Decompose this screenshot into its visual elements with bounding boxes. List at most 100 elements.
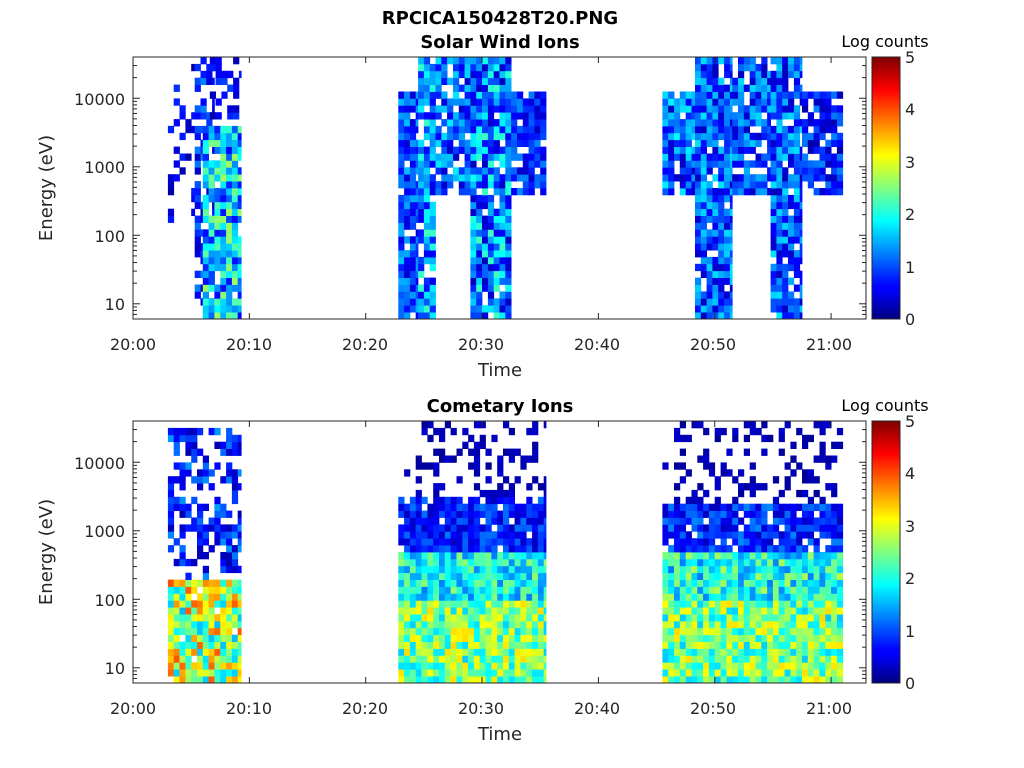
spectrogram-cell [497, 524, 504, 532]
spectrogram-cell [503, 531, 510, 539]
spectrogram-cell [793, 229, 801, 237]
spectrogram-cell [532, 421, 539, 429]
spectrogram-cell [456, 545, 463, 553]
spectrogram-cell [191, 669, 198, 677]
spectrogram-cell [439, 538, 446, 546]
spectrogram-cell [831, 600, 838, 608]
spectrogram-cell [767, 524, 774, 532]
spectrogram-cell [464, 181, 471, 189]
spectrogram-cell [173, 476, 180, 484]
spectrogram-cell [464, 153, 471, 161]
spectrogram-cell [668, 634, 675, 642]
spectrogram-cell [473, 634, 481, 642]
spectrogram-cell [695, 305, 702, 313]
spectrogram-cell [700, 270, 707, 278]
spectrogram-cell [788, 194, 795, 203]
spectrogram-cell [825, 593, 832, 601]
spectrogram-cell [450, 510, 457, 518]
spectrogram-cell [482, 222, 489, 230]
spectrogram-cell [231, 648, 239, 656]
spectrogram-cell [220, 614, 227, 622]
spectrogram-cell [724, 84, 731, 92]
spectrogram-cell [505, 98, 512, 106]
spectrogram-cell [784, 662, 791, 670]
spectrogram-cell [433, 462, 440, 470]
spectrogram-cell [505, 277, 512, 285]
spectrogram-cell [404, 531, 411, 539]
spectrogram-cell [458, 57, 465, 65]
spectrogram-cell [505, 215, 512, 223]
spectrogram-cell [793, 236, 801, 244]
spectrogram-cell [508, 558, 515, 567]
spectrogram-cell [825, 524, 832, 532]
spectrogram-cell [508, 669, 515, 677]
spectrogram-cell [674, 634, 681, 642]
spectrogram-cell [738, 620, 745, 629]
spectrogram-cell [398, 194, 405, 203]
spectrogram-cell [532, 455, 539, 463]
spectrogram-cell [726, 641, 733, 649]
spectrogram-cell [679, 167, 686, 175]
spectrogram-cell [404, 256, 411, 265]
spectrogram-cell [231, 655, 239, 663]
spectrogram-cell [491, 538, 498, 546]
spectrogram-cell [409, 215, 417, 223]
spectrogram-cell [476, 263, 483, 272]
spectrogram-cell [173, 146, 180, 154]
spectrogram-cell [749, 63, 756, 72]
spectrogram-cell [732, 572, 739, 580]
spectrogram-cell [732, 181, 739, 189]
spectrogram-cell [703, 662, 710, 670]
spectrogram-cell [703, 607, 710, 615]
spectrogram-cell [825, 139, 832, 147]
spectrogram-cell [462, 579, 469, 587]
colorbar-tick-label: 1 [905, 622, 915, 641]
spectrogram-cell [214, 194, 221, 203]
spectrogram-cell [526, 510, 533, 518]
spectrogram-cell [197, 662, 204, 670]
spectrogram-cell [836, 174, 844, 182]
spectrogram-cell [724, 160, 731, 168]
spectrogram-cell [712, 63, 719, 72]
spectrogram-cell [450, 634, 457, 642]
spectrogram-cell [173, 98, 180, 106]
spectrogram-cell [738, 558, 745, 567]
spectrogram-cell [729, 139, 733, 147]
spectrogram-cell [191, 434, 198, 443]
spectrogram-cell [662, 572, 669, 580]
spectrogram-cell [813, 648, 820, 656]
spectrogram-cell [485, 627, 492, 636]
spectrogram-cell [202, 298, 209, 306]
spectrogram-cell [485, 655, 492, 663]
spectrogram-cell [233, 84, 240, 92]
spectrogram-cell [505, 167, 512, 175]
spectrogram-cell [447, 174, 454, 182]
spectrogram-cell [220, 146, 227, 154]
spectrogram-cell [772, 545, 780, 553]
spectrogram-cell [415, 641, 422, 649]
spectrogram-cell [772, 496, 780, 505]
spectrogram-cell [231, 469, 239, 477]
spectrogram-cell [221, 77, 228, 85]
spectrogram-cell [788, 112, 795, 120]
spectrogram-cell [819, 531, 826, 539]
spectrogram-cell [776, 215, 783, 223]
spectrogram-cell [202, 572, 209, 580]
spectrogram-cell [450, 538, 457, 546]
spectrogram-cell [743, 139, 750, 147]
spectrogram-cell [674, 105, 681, 113]
spectrogram-cell [526, 572, 533, 580]
spectrogram-cell [493, 208, 500, 216]
spectrogram-cell [738, 503, 745, 511]
spectrogram-cell [464, 146, 471, 154]
spectrogram-cell [421, 517, 428, 525]
spectrogram-cell [668, 558, 675, 567]
spectrogram-cell [831, 614, 838, 622]
spectrogram-cell [462, 607, 469, 615]
spectrogram-cell [784, 558, 791, 567]
spectrogram-cell [487, 167, 495, 175]
spectrogram-cell [738, 119, 745, 127]
spectrogram-cell [503, 669, 510, 677]
spectrogram-cell [418, 201, 425, 210]
spectrogram-cell [191, 641, 198, 649]
